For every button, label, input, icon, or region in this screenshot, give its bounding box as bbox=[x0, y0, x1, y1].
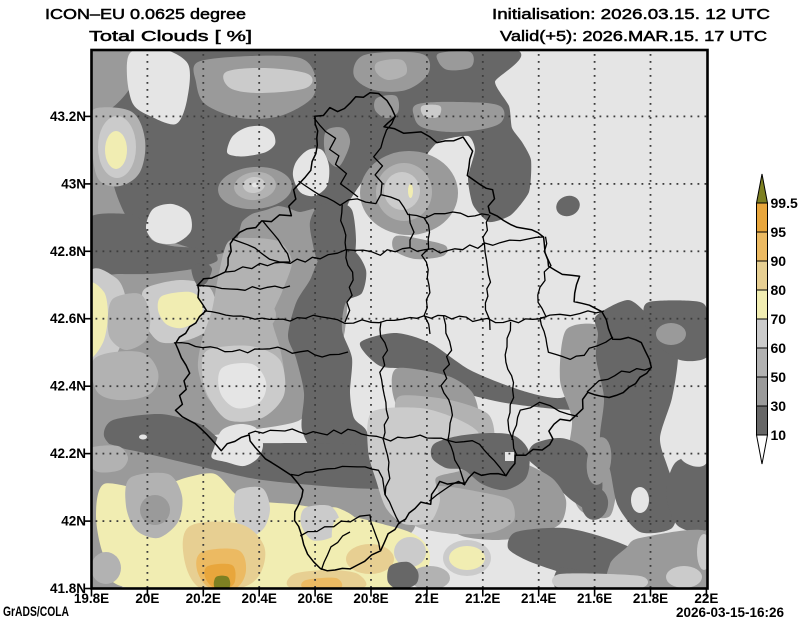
svg-text:50: 50 bbox=[771, 369, 787, 385]
svg-text:Valid(+5): 2026.MAR.15. 17 UTC: Valid(+5): 2026.MAR.15. 17 UTC bbox=[500, 28, 767, 45]
svg-text:42.8N: 42.8N bbox=[50, 244, 86, 259]
svg-text:22E: 22E bbox=[694, 591, 718, 606]
svg-text:20.2E: 20.2E bbox=[186, 591, 221, 606]
svg-text:19.8E: 19.8E bbox=[74, 591, 109, 606]
svg-text:21.8E: 21.8E bbox=[633, 591, 668, 606]
svg-text:70: 70 bbox=[771, 311, 787, 327]
svg-text:21E: 21E bbox=[415, 591, 439, 606]
svg-text:95: 95 bbox=[771, 224, 787, 240]
svg-text:42.2N: 42.2N bbox=[50, 446, 86, 461]
svg-text:42N: 42N bbox=[61, 514, 86, 529]
svg-text:80: 80 bbox=[771, 282, 787, 298]
svg-text:41.8N: 41.8N bbox=[50, 581, 86, 596]
svg-text:43N: 43N bbox=[61, 176, 86, 191]
svg-text:42.6N: 42.6N bbox=[50, 311, 86, 326]
svg-text:20.4E: 20.4E bbox=[242, 591, 277, 606]
svg-text:21.6E: 21.6E bbox=[577, 591, 612, 606]
svg-text:21.2E: 21.2E bbox=[465, 591, 500, 606]
svg-text:20.6E: 20.6E bbox=[297, 591, 332, 606]
svg-text:GrADS/COLA: GrADS/COLA bbox=[3, 604, 69, 618]
svg-text:Total Clouds [ %]: Total Clouds [ %] bbox=[89, 28, 252, 45]
svg-text:30: 30 bbox=[771, 398, 787, 414]
svg-text:99.5: 99.5 bbox=[771, 195, 798, 211]
svg-text:21.4E: 21.4E bbox=[521, 591, 556, 606]
svg-text:20E: 20E bbox=[135, 591, 159, 606]
svg-text:90: 90 bbox=[771, 253, 787, 269]
svg-text:ICON–EU 0.0625 degree: ICON–EU 0.0625 degree bbox=[45, 6, 246, 23]
svg-text:10: 10 bbox=[771, 427, 787, 443]
svg-text:60: 60 bbox=[771, 340, 787, 356]
svg-text:2026-03-15-16:26: 2026-03-15-16:26 bbox=[676, 605, 784, 618]
svg-text:42.4N: 42.4N bbox=[50, 379, 86, 394]
svg-text:20.8E: 20.8E bbox=[353, 591, 388, 606]
svg-text:Initialisation: 2026.03.15. 12: Initialisation: 2026.03.15. 12 UTC bbox=[492, 6, 770, 23]
svg-text:43.2N: 43.2N bbox=[50, 109, 86, 124]
